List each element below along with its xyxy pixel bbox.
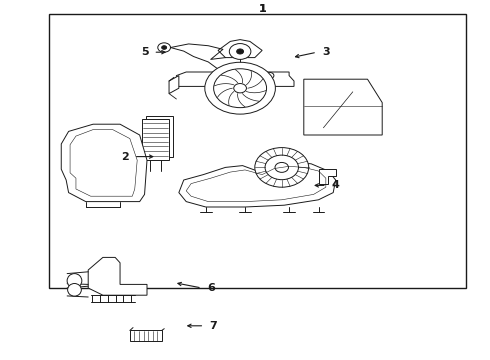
Bar [233,70,242,76]
Polygon shape [61,124,147,202]
Bar [49,14,466,288]
Circle shape [265,72,274,79]
Circle shape [162,46,167,49]
Circle shape [205,62,275,114]
Bar [146,116,173,157]
Bar [130,330,162,341]
Circle shape [229,44,251,59]
Text: 1: 1 [258,4,266,14]
Circle shape [255,148,309,187]
Text: 3: 3 [322,47,330,57]
Circle shape [158,43,171,52]
Polygon shape [88,257,147,295]
Polygon shape [169,76,179,94]
Circle shape [214,69,267,108]
Text: 2: 2 [121,152,129,162]
Polygon shape [179,162,336,207]
Text: 4: 4 [332,180,340,190]
Polygon shape [304,79,382,135]
Polygon shape [176,72,294,86]
Circle shape [237,49,244,54]
Text: 7: 7 [209,321,217,331]
Ellipse shape [68,284,81,296]
Polygon shape [318,169,336,184]
Text: 1: 1 [258,4,266,14]
Polygon shape [218,40,262,58]
Text: 5: 5 [141,47,148,57]
Circle shape [265,155,298,180]
Text: 6: 6 [207,283,215,293]
Circle shape [219,68,227,74]
Ellipse shape [67,274,82,288]
Circle shape [234,84,246,93]
Circle shape [275,162,289,172]
Bar [142,119,169,160]
